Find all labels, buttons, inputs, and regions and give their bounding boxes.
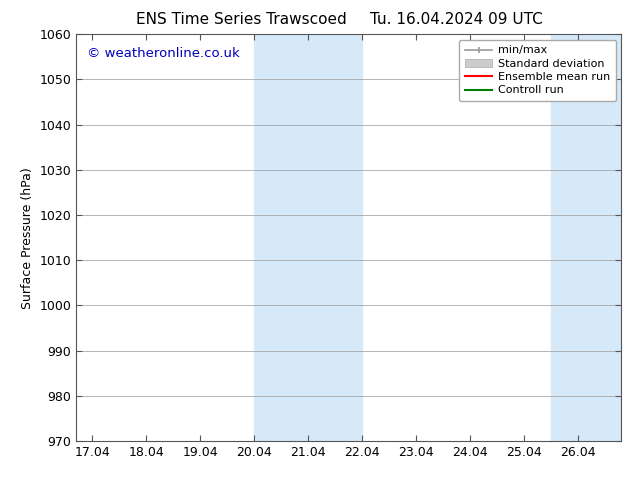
Text: Tu. 16.04.2024 09 UTC: Tu. 16.04.2024 09 UTC: [370, 12, 543, 27]
Text: © weatheronline.co.uk: © weatheronline.co.uk: [87, 47, 240, 59]
Bar: [551, 34, 621, 441]
Text: ENS Time Series Trawscoed: ENS Time Series Trawscoed: [136, 12, 346, 27]
Y-axis label: Surface Pressure (hPa): Surface Pressure (hPa): [21, 167, 34, 309]
Bar: [254, 34, 362, 441]
Legend: min/max, Standard deviation, Ensemble mean run, Controll run: min/max, Standard deviation, Ensemble me…: [459, 40, 616, 101]
